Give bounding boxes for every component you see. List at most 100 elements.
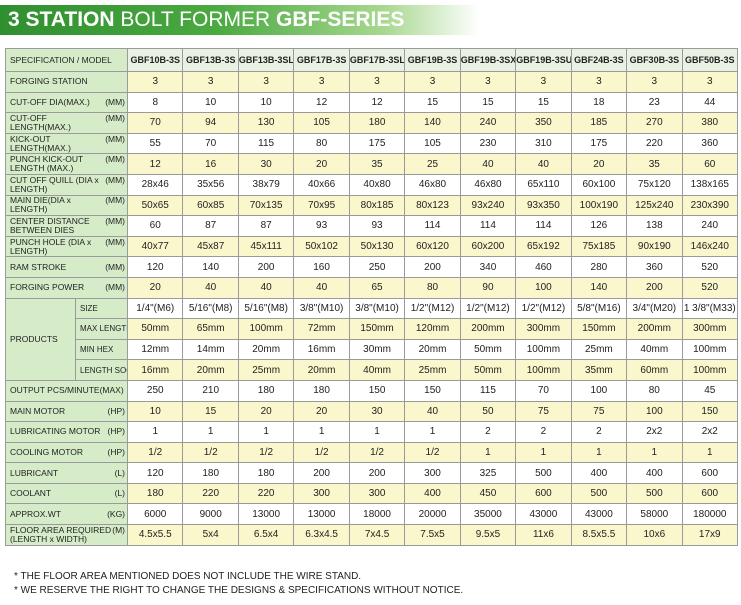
value-cell: 1/2 [293,441,350,464]
value-cell: 1 [626,441,683,464]
row-label-text: RAM STROKE [10,261,67,272]
value-cell: 1/2 [237,441,295,464]
value-cell: 8 [127,91,184,114]
value-cell: 140 [182,256,239,278]
value-cell: 1/2"(M12) [459,297,517,320]
value-cell: 160 [293,256,350,278]
value-cell: 20mm [237,338,295,361]
title-banner: 3 STATION BOLT FORMER GBF-SERIES [0,5,480,35]
value-cell: 20 [237,400,295,423]
value-cell: 20 [570,153,628,175]
value-cell: 3 [348,71,406,93]
value-cell: 300 [404,462,461,484]
value-cell: 175 [348,132,406,155]
value-cell: 9.5x5 [459,524,517,546]
table-row: (MM) CUT-OFF LENGTH(MAX.) 70 94 130 105 180 140… [4,112,739,134]
value-cell: 15 [182,400,239,423]
value-cell: 310 [515,132,572,155]
value-cell: 20000 [404,503,461,526]
table-row: (MM) PUNCH HOLE (DIA x LENGTH) 40x77 45x87 4… [4,235,739,258]
value-cell: 1/2"(M12) [404,297,461,320]
row-unit: (MM) [105,195,126,206]
value-cell: 50mm [459,338,517,361]
value-cell: 93x350 [515,194,572,217]
value-cell: 340 [459,256,517,278]
value-cell: 93x240 [459,194,517,217]
value-cell: 210 [182,379,239,402]
table-row: (HP) LUBRICATING MOTOR 1 1 1 1 1 1 2 2 2 2x2 2x2 [4,421,739,443]
value-cell: 240 [681,215,739,237]
value-cell: 75 [515,400,572,423]
value-cell: 150 [348,379,406,402]
value-cell: 600 [681,462,739,484]
model-header: GBF13B-3S [182,48,239,72]
sub-label: SIZE [74,297,129,320]
value-cell: 120 [127,462,184,484]
value-cell: 300 [293,482,350,505]
value-cell: 1 [127,421,184,443]
value-cell: 1 [681,441,739,464]
value-cell: 1/2"(M12) [515,297,572,320]
title-normal: BOLT FORMER [120,8,271,31]
value-cell: 350 [515,112,572,134]
value-cell: 600 [681,482,739,505]
value-cell: 12 [348,91,406,114]
value-cell: 100x190 [570,194,628,217]
value-cell: 25mm [237,359,295,381]
value-cell: 3/8"(M10) [348,297,406,320]
value-cell: 50x102 [293,235,350,258]
value-cell: 126 [570,215,628,237]
row-label: (HP) COOLING MOTOR [4,441,129,464]
value-cell: 60x120 [404,235,461,258]
model-header: GBF30B-3S [626,48,683,72]
value-cell: 20mm [182,359,239,381]
value-cell: 115 [237,132,295,155]
value-cell: 220 [182,482,239,505]
table-row: (MM) PUNCH KICK-OUT LENGTH (MAX.) 12 16 30 20… [4,153,739,175]
value-cell: 15 [404,91,461,114]
value-cell: 43000 [515,503,572,526]
value-cell: 17x9 [681,524,739,546]
value-cell: 40 [459,153,517,175]
value-cell: 520 [681,276,739,299]
model-header: GBF50B-3S [681,48,739,72]
value-cell: 1/4"(M6) [127,297,184,320]
value-cell: 3 [626,71,683,93]
table-row: (MM) MAIN DIE(DIA x LENGTH) 50x65 60x85 70x1… [4,194,739,217]
value-cell: 2 [459,421,517,443]
value-cell: 87 [182,215,239,237]
value-cell: 45 [681,379,739,402]
value-cell: 100mm [681,359,739,381]
value-cell: 180 [182,462,239,484]
row-label: (L) COOLANT [4,482,129,505]
value-cell: 400 [570,462,628,484]
value-cell: 120 [127,256,184,278]
value-cell: 180 [293,379,350,402]
value-cell: 80 [626,379,683,402]
value-cell: 65 [348,276,406,299]
value-cell: 280 [570,256,628,278]
value-cell: 180 [237,379,295,402]
table-row: FORGING STATION 3 3 3 3 3 3 3 3 3 3 3 [4,71,739,93]
value-cell: 140 [570,276,628,299]
value-cell: 70x135 [237,194,295,217]
row-label-text: CUT OFF QUILL (DIA x LENGTH) [10,174,99,194]
table-row: (KG) APPROX.WT 6000 9000 13000 13000 18000 2000… [4,503,739,526]
value-cell: 114 [515,215,572,237]
value-cell: 65x192 [515,235,572,258]
value-cell: 1 [404,421,461,443]
table-row: (MM) CENTER DISTANCE BETWEEN DIES 60 87 87 93… [4,215,739,237]
value-cell: 140 [404,112,461,134]
value-cell: 180 [127,482,184,505]
model-header: GBF10B-3S [127,48,184,72]
row-unit: (L) [114,488,126,499]
row-unit: (HP) [107,405,126,416]
value-cell: 185 [570,112,628,134]
value-cell: 180 [237,462,295,484]
row-label-text: LUBRICATING MOTOR [10,426,101,437]
row-label: (MM) PUNCH KICK-OUT LENGTH (MAX.) [4,153,129,175]
value-cell: 250 [348,256,406,278]
sub-label: LENGTH SOCKET [74,359,129,381]
row-label: (M) FLOOR AREA REQUIRED (LENGTH x WIDTH) [4,524,129,546]
value-cell: 180 [348,112,406,134]
